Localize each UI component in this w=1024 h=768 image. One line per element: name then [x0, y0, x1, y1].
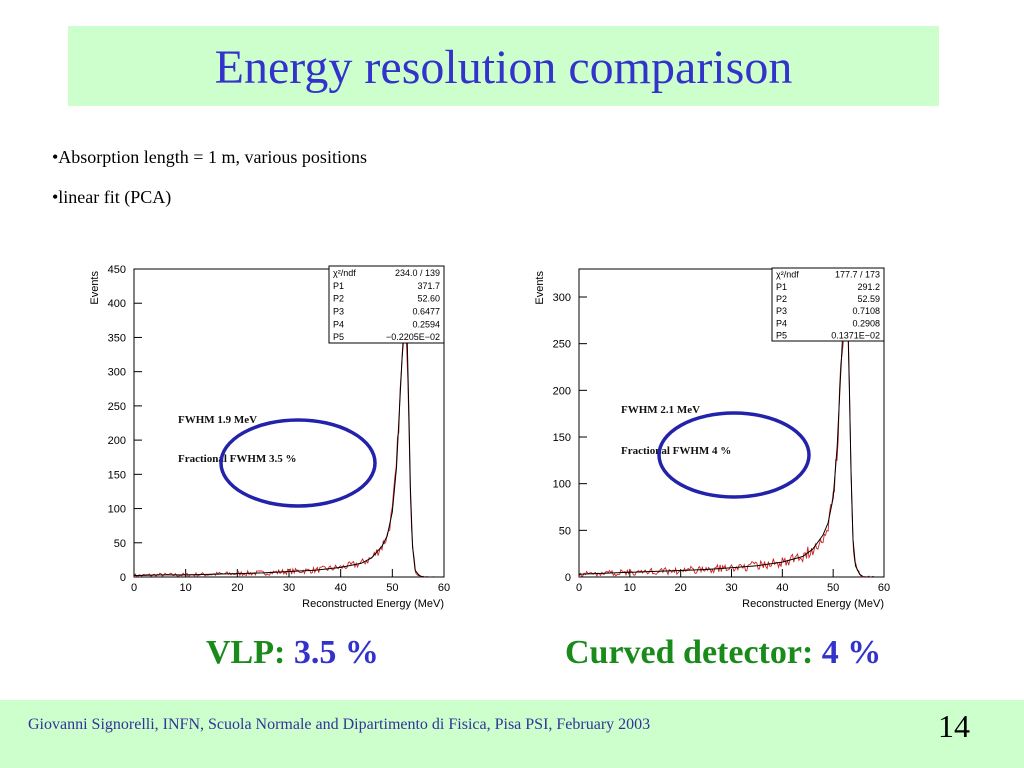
footer-credit: Giovanni Signorelli, INFN, Scuola Normal…	[28, 716, 651, 733]
curved-stats-name: P5	[776, 330, 787, 340]
vlp-caption-label: VLP:	[206, 634, 286, 671]
vlp-energy-histogram: 0 50 100 150 200 250 300 350 400 450 0 10 20 30 40 50 60…	[86, 255, 460, 617]
curved-xtick-label: 10	[624, 582, 636, 594]
vlp-ytick-label: 350	[108, 332, 126, 344]
curved-caption: Curved detector: 4 %	[565, 634, 881, 672]
curved-stats-name: P1	[776, 282, 787, 292]
curved-stats-name: P3	[776, 306, 787, 316]
vlp-fwhm-annotation: FWHM 1.9 MeV	[178, 414, 257, 426]
curved-stats-value: 291.2	[857, 282, 880, 292]
vlp-stats-value: 52.60	[417, 294, 440, 304]
curved-fit-line	[578, 305, 884, 578]
vlp-stats-value: 371.7	[417, 281, 440, 291]
vlp-stats-value: 0.2594	[412, 319, 440, 329]
vlp-xtick-label: 50	[386, 582, 398, 594]
curved-stats-frame	[771, 267, 885, 342]
vlp-caption: VLP: 3.5 %	[206, 634, 379, 672]
vlp-highlight-ellipse	[219, 418, 377, 508]
bullet-list: •Absorption length = 1 m, various positi…	[52, 144, 367, 224]
vlp-plot-svg: 0 50 100 150 200 250 300 350 400 450 0 10 20 30 40 50 60…	[89, 264, 450, 610]
curved-fwhm-annotation: FWHM 2.1 MeV	[621, 404, 700, 416]
slide-title: Energy resolution comparison	[214, 41, 793, 94]
curved-xtick-label: 40	[776, 582, 788, 594]
vlp-stats-value: 0.6477	[412, 306, 440, 316]
curved-ytick-label: 200	[553, 385, 571, 397]
vlp-xtick-label: 30	[283, 582, 295, 594]
vlp-ytick-label: 450	[108, 264, 126, 276]
curved-yaxis-label: Events	[534, 271, 546, 305]
curved-plot-svg: 0 50 100 150 200 250 300 0 10 20 30 40 50 60 Reconstru…	[534, 267, 890, 610]
vlp-caption-value: 3.5 %	[293, 634, 379, 671]
vlp-xaxis-label: Reconstructed Energy (MeV)	[302, 598, 444, 610]
vlp-ytick-label: 50	[114, 538, 126, 550]
curved-stats-name: χ²/ndf	[776, 270, 799, 280]
vlp-yaxis-label: Events	[89, 271, 101, 305]
vlp-xtick-label: 10	[180, 582, 192, 594]
vlp-ytick-label: 0	[120, 572, 126, 584]
curved-highlight-ellipse	[657, 411, 811, 499]
vlp-stats-value: 234.0 / 139	[395, 268, 440, 278]
curved-ytick-label: 150	[553, 432, 571, 444]
curved-fractional-fwhm-annotation: Fractional FWHM 4 %	[621, 445, 731, 457]
vlp-stats-name: χ²/ndf	[333, 268, 356, 278]
vlp-stats-name: P5	[333, 332, 344, 342]
curved-stats-value: 0.2908	[852, 318, 880, 328]
vlp-xtick-label: 0	[131, 582, 137, 594]
vlp-ytick-label: 100	[108, 504, 126, 516]
title-banner: Energy resolution comparison	[68, 26, 939, 106]
vlp-stats-name: P2	[333, 294, 344, 304]
vlp-ytick-label: 200	[108, 435, 126, 447]
curved-xtick-label: 60	[878, 582, 890, 594]
page-number: 14	[938, 708, 970, 744]
curved-xtick-label: 30	[725, 582, 737, 594]
bullet-linear-fit: •linear fit (PCA)	[52, 187, 172, 207]
vlp-xtick-label: 40	[335, 582, 347, 594]
curved-stats-value: 177.7 / 173	[835, 270, 880, 280]
curved-stats-value: 0.1371E−02	[831, 330, 880, 340]
curved-energy-histogram: 0 50 100 150 200 250 300 0 10 20 30 40 50 60 Reconstru…	[531, 243, 910, 617]
vlp-stats-name: P3	[333, 306, 344, 316]
curved-stats-value: 52.59	[857, 294, 880, 304]
vlp-stats-box: χ²/ndf 234.0 / 139 P1 371.7 P2 52.60 P3 0.6477 P…	[328, 265, 445, 344]
curved-ytick-label: 0	[565, 572, 571, 584]
vlp-stats-value: −0.2205E−02	[386, 332, 440, 342]
curved-ytick-label: 300	[553, 292, 571, 304]
curved-xtick-label: 20	[675, 582, 687, 594]
vlp-fractional-fwhm-annotation: Fractional FWHM 3.5 %	[178, 453, 297, 465]
vlp-fit-line	[133, 322, 444, 578]
vlp-xtick-label: 20	[231, 582, 243, 594]
vlp-stats-name: P4	[333, 319, 344, 329]
curved-ytick-label: 100	[553, 479, 571, 491]
curved-ytick-label: 50	[559, 525, 571, 537]
curved-stats-name: P4	[776, 318, 787, 328]
bullet-absorption-length: •Absorption length = 1 m, various positi…	[52, 147, 367, 167]
curved-caption-value: 4 %	[821, 634, 882, 671]
curved-xtick-label: 50	[827, 582, 839, 594]
curved-stats-value: 0.7108	[852, 306, 880, 316]
vlp-stats-frame	[328, 265, 445, 344]
curved-stats-box: χ²/ndf 177.7 / 173 P1 291.2 P2 52.59 P3 0.7108 P…	[771, 267, 885, 342]
curved-xtick-label: 0	[576, 582, 582, 594]
vlp-stats-name: P1	[333, 281, 344, 291]
vlp-ytick-label: 400	[108, 298, 126, 310]
curved-caption-label: Curved detector:	[565, 634, 814, 671]
vlp-xtick-label: 60	[438, 582, 450, 594]
curved-xaxis-label: Reconstructed Energy (MeV)	[742, 598, 884, 610]
vlp-ytick-label: 250	[108, 401, 126, 413]
curved-ytick-label: 250	[553, 339, 571, 351]
vlp-ytick-label: 300	[108, 367, 126, 379]
vlp-ytick-label: 150	[108, 469, 126, 481]
footer-bar: Giovanni Signorelli, INFN, Scuola Normal…	[0, 700, 1024, 768]
curved-stats-name: P2	[776, 294, 787, 304]
